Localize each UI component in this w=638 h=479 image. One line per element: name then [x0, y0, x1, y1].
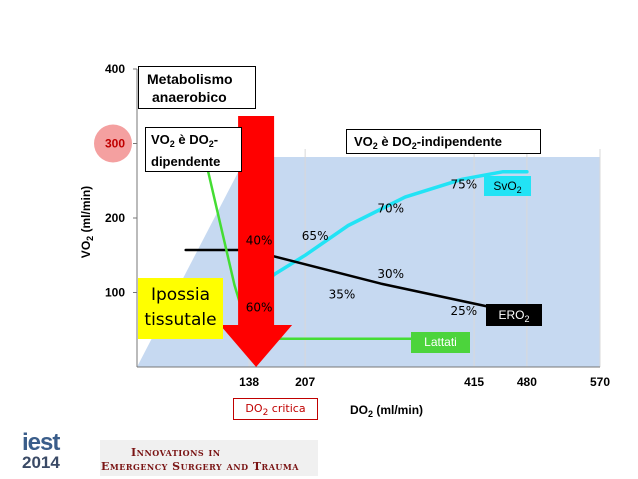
ero2-legend-tag: ERO2 [486, 304, 542, 326]
pct-label-ero2: 35% [329, 288, 356, 302]
xtitle-sub: 2 [368, 409, 374, 419]
x-tick-label: 480 [517, 375, 537, 389]
dipendente-dash: - [213, 132, 219, 147]
ero2-tag-text: ERO [498, 308, 525, 322]
indip-sub1: 2 [372, 141, 378, 151]
svo2-legend-tag: SvO2 [484, 176, 531, 196]
dipendente-line2: dipendente [151, 154, 221, 169]
pct-label-svo2: 65% [302, 229, 329, 243]
dipendente-edo: è DO [174, 132, 209, 147]
do2-critica-box: DO2 critica [233, 398, 318, 420]
iest-logo-word: iest [22, 429, 60, 456]
x-tick-label: 570 [590, 375, 610, 389]
ero2-tag-sub: 2 [524, 314, 530, 324]
dipendente-sub2: 2 [208, 139, 214, 149]
pct-label-svo2: 60% [246, 300, 273, 314]
critica-do: DO [245, 402, 263, 415]
logo-line1: Innovations in [131, 446, 221, 459]
metabolismo-line1: Metabolismo [147, 71, 233, 87]
logo-line2: Emergency Surgery and Trauma [101, 460, 299, 473]
iest-logo-year: 2014 [22, 453, 60, 472]
x-tick-label: 138 [239, 375, 259, 389]
y-tick-label: 100 [105, 286, 125, 300]
x-tick-label: 415 [464, 375, 484, 389]
pct-label-ero2: 40% [246, 233, 273, 247]
metabolismo-anaerobico-box: Metabolismo anaerobico [138, 66, 256, 109]
critica-text: critica [268, 402, 306, 415]
indip-sub2: 2 [411, 141, 417, 151]
dipendente-vo: VO [151, 132, 170, 147]
xtitle-do: DO [350, 403, 368, 417]
dipendente-line1: VO2 è DO2- [151, 131, 241, 153]
y-axis-title: VO2 (ml/min) [79, 167, 95, 277]
indip-rest: -indipendente [416, 134, 503, 149]
critical-do2-arrow [220, 116, 293, 367]
dipendente-sub1: 2 [169, 139, 175, 149]
iest-logo: iest 2014 [22, 431, 64, 475]
ytitle-vo: VO [79, 240, 93, 259]
series-line-svo2 [247, 170, 529, 295]
vo2-indipendente-box: VO2 è DO2-indipendente [346, 129, 541, 154]
vo2-dipendente-box: VO2 è DO2- dipendente [145, 127, 242, 172]
lattati-legend-tag: Lattati [411, 332, 470, 353]
x-tick-label: 207 [295, 375, 315, 389]
ipossia-line1: Ipossia [150, 285, 211, 305]
ytitle-sub: 2 [85, 235, 95, 241]
pct-label-svo2: 70% [377, 201, 404, 215]
critica-sub: 2 [262, 408, 269, 418]
ytitle-unit: (ml/min) [79, 185, 93, 236]
y-tick-label: 300 [105, 137, 125, 151]
ipossia-tissutale-box: Ipossia tissutale [138, 278, 223, 339]
series-line-ero2 [184, 248, 529, 317]
ipossia-line2: tissutale [144, 310, 217, 330]
highlighted-y-tick-circle [94, 124, 132, 163]
svo2-tag-sub: 2 [516, 185, 522, 195]
pct-label-svo2: 75% [450, 177, 477, 191]
pct-label-ero2: 25% [450, 304, 477, 318]
y-tick-label: 400 [105, 62, 125, 76]
svo2-tag-text: SvO [493, 179, 517, 193]
logo-band [100, 440, 318, 476]
xtitle-unit: (ml/min) [373, 403, 424, 417]
indip-vo: VO [354, 134, 373, 149]
indip-edo: è DO [377, 134, 412, 149]
metabolismo-line2: anaerobico [152, 89, 227, 105]
y-tick-label: 200 [105, 211, 125, 225]
x-axis-title: DO2 (ml/min) [350, 403, 423, 419]
pct-label-ero2: 30% [377, 267, 404, 281]
